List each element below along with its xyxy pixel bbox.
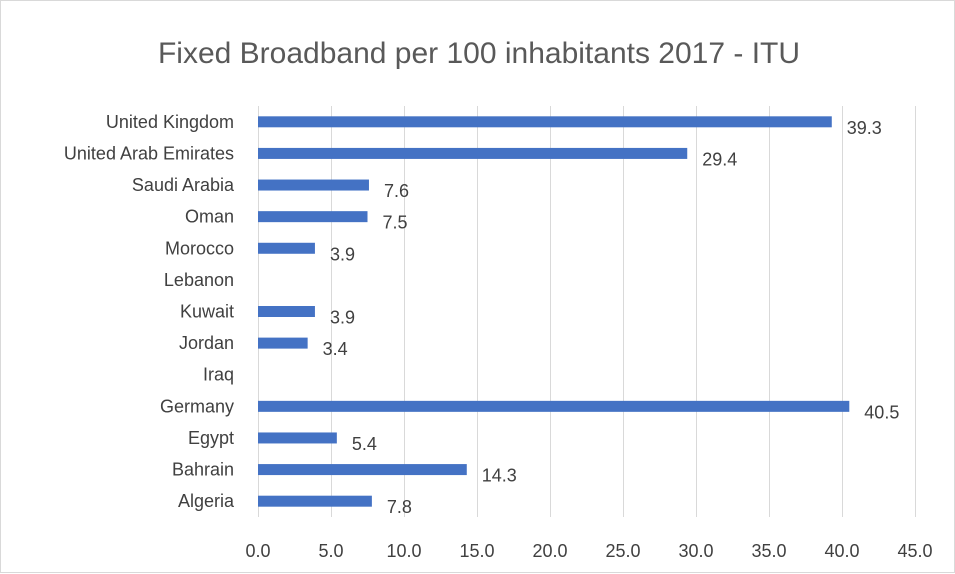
data-label: 3.9 bbox=[330, 244, 355, 264]
data-label: 29.4 bbox=[702, 149, 737, 169]
bar bbox=[258, 211, 368, 223]
x-tick-label: 20.0 bbox=[532, 541, 567, 561]
data-label: 7.8 bbox=[387, 497, 412, 517]
x-tick-label: 25.0 bbox=[605, 541, 640, 561]
x-tick-label: 5.0 bbox=[318, 541, 343, 561]
category-label: Saudi Arabia bbox=[132, 175, 235, 195]
category-label: Iraq bbox=[203, 365, 234, 385]
category-label: Germany bbox=[160, 396, 234, 416]
bar bbox=[258, 400, 850, 412]
category-label: United Kingdom bbox=[106, 112, 234, 132]
x-axis-tick-labels: 0.0 5.0 10.0 15.0 20.0 25.0 30.0 35.0 40.0 45.0 bbox=[245, 541, 932, 561]
data-label: 5.4 bbox=[352, 434, 377, 454]
category-label: Oman bbox=[185, 207, 234, 227]
x-tick-label: 40.0 bbox=[824, 541, 859, 561]
x-tick-label: 30.0 bbox=[678, 541, 713, 561]
bar bbox=[258, 147, 688, 159]
category-label: Egypt bbox=[188, 428, 234, 448]
chart-title: Fixed Broadband per 100 inhabitants 2017… bbox=[158, 37, 800, 70]
category-label: Kuwait bbox=[180, 302, 234, 322]
category-labels: United Kingdom United Arab Emirates Saudi … bbox=[64, 112, 235, 511]
bar bbox=[258, 116, 832, 128]
bar bbox=[258, 464, 467, 476]
x-tick-label: 15.0 bbox=[459, 541, 494, 561]
category-label: Jordan bbox=[179, 333, 234, 353]
bar bbox=[258, 242, 315, 254]
category-label: Lebanon bbox=[164, 270, 234, 290]
data-label: 39.3 bbox=[847, 118, 882, 138]
data-labels: 39.3 29.4 7.6 7.5 3.9 3.9 3.4 40.5 5.4 14.3 7.8 bbox=[323, 118, 900, 517]
x-tick-label: 0.0 bbox=[245, 541, 270, 561]
category-label: Algeria bbox=[178, 491, 235, 511]
bar bbox=[258, 337, 308, 349]
x-tick-label: 10.0 bbox=[386, 541, 421, 561]
bar bbox=[258, 179, 369, 191]
bar bbox=[258, 432, 337, 444]
data-label: 40.5 bbox=[864, 402, 899, 422]
data-label: 3.4 bbox=[323, 339, 348, 359]
x-tick-label: 35.0 bbox=[751, 541, 786, 561]
gridlines bbox=[258, 106, 916, 517]
bars bbox=[258, 116, 850, 507]
category-label: Bahrain bbox=[172, 460, 234, 480]
bar bbox=[258, 495, 372, 507]
category-label: Morocco bbox=[165, 238, 234, 258]
category-label: United Arab Emirates bbox=[64, 143, 234, 163]
data-label: 7.5 bbox=[383, 213, 408, 233]
data-label: 7.6 bbox=[384, 181, 409, 201]
bar bbox=[258, 306, 315, 317]
data-label: 3.9 bbox=[330, 308, 355, 328]
data-label: 14.3 bbox=[482, 466, 517, 486]
x-tick-label: 45.0 bbox=[897, 541, 932, 561]
